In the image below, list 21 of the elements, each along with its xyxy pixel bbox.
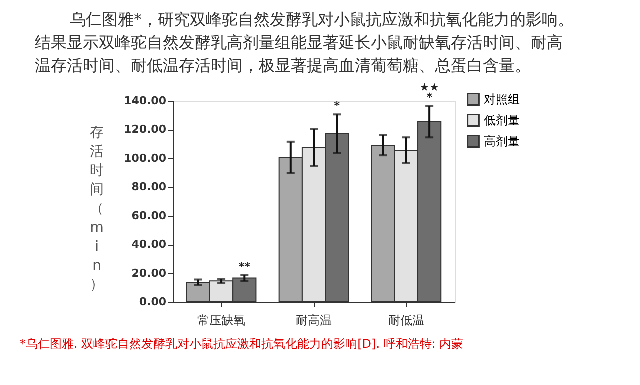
x-tick-label: 常压缺氧 xyxy=(198,314,246,328)
legend-label: 高剂量 xyxy=(484,134,520,148)
annotation: ** xyxy=(238,260,251,274)
y-tick-label: 120.00 xyxy=(124,123,167,136)
chart-title: 乌仁图雅*，研究双峰驼自然发酵乳对小鼠抗应激和抗氧化能力的影响。 xyxy=(70,10,574,29)
y-tick-label: 60.00 xyxy=(132,209,167,222)
y-tick-label: 0.00 xyxy=(139,296,167,308)
chart-subtitle: 结果显示双峰驼自然发酵乳高剂量组能显著延长小鼠耐缺氧存活时间、耐高温存活时间、耐低温存活时间，极显著提高血清葡萄糖、总蛋白含量。 xyxy=(35,33,563,75)
legend-label: 对照组 xyxy=(484,92,520,106)
y-tick-label: 140.00 xyxy=(124,94,167,108)
annotation: * xyxy=(334,100,340,113)
legend-label: 低剂量 xyxy=(484,114,520,128)
y-tick-label: 40.00 xyxy=(132,238,167,252)
y-tick-label: 20.00 xyxy=(132,266,167,280)
text: *乌仁图雅. 双峰驼自然发酵乳对小鼠抗应激和抗氧化能力的影响[D]. 呼和浩特: 内蒙 xyxy=(20,337,464,351)
text: 存活时间（min） xyxy=(90,125,104,293)
y-tick-label: 100.00 xyxy=(124,152,167,165)
y-tick-label: 80.00 xyxy=(132,180,167,194)
x-tick-label: 耐低温 xyxy=(388,314,424,328)
annotation: * xyxy=(426,91,433,104)
x-tick-label: 耐高温 xyxy=(296,314,332,328)
